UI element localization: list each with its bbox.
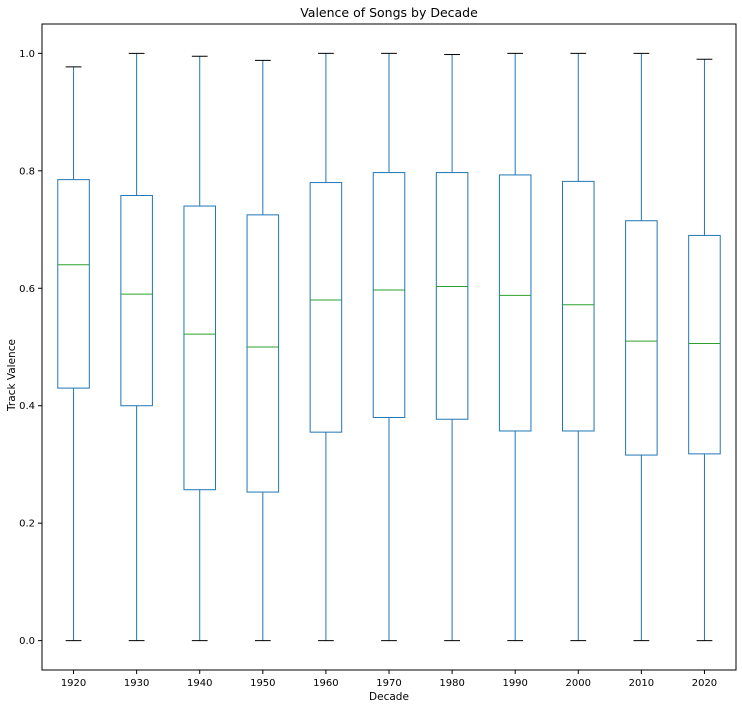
x-tick-label: 2010 bbox=[629, 678, 654, 689]
box-1970 bbox=[372, 52, 406, 642]
box-2020 bbox=[688, 58, 721, 642]
box-iqr bbox=[498, 174, 532, 432]
box-iqr bbox=[435, 172, 469, 420]
x-tick-label: 1930 bbox=[124, 678, 149, 689]
y-tick-label: 1.0 bbox=[19, 49, 35, 60]
plot-marks bbox=[57, 52, 721, 642]
box-1920 bbox=[57, 66, 90, 642]
x-tick-label: 1940 bbox=[187, 678, 212, 689]
box-iqr bbox=[625, 220, 658, 456]
box-iqr bbox=[120, 194, 153, 407]
x-tick-label: 1960 bbox=[313, 678, 338, 689]
x-axis-label: Decade bbox=[369, 691, 409, 703]
x-tick-label: 1990 bbox=[502, 678, 527, 689]
box-iqr bbox=[688, 234, 721, 455]
x-tick-label: 1970 bbox=[376, 678, 401, 689]
y-tick-label: 0.8 bbox=[19, 166, 35, 177]
box-iqr bbox=[246, 214, 280, 493]
x-tick-label: 2000 bbox=[566, 678, 591, 689]
chart-title: Valence of Songs by Decade bbox=[300, 5, 478, 20]
x-tick-label: 1920 bbox=[61, 678, 86, 689]
box-1930 bbox=[120, 52, 153, 642]
box-2000 bbox=[562, 52, 595, 642]
y-tick-label: 0.6 bbox=[19, 284, 35, 295]
box-1960 bbox=[309, 52, 343, 642]
box-1980 bbox=[435, 54, 469, 642]
x-tick-label: 1980 bbox=[439, 678, 464, 689]
y-tick-label: 0.4 bbox=[19, 401, 35, 412]
box-iqr bbox=[562, 180, 595, 432]
y-tick-label: 0.0 bbox=[19, 636, 35, 647]
box-iqr bbox=[183, 205, 216, 491]
y-tick-label: 0.2 bbox=[19, 519, 35, 530]
x-tick-label: 1950 bbox=[250, 678, 275, 689]
box-iqr bbox=[372, 172, 406, 418]
y-axis: 0.0 0.2 0.4 0.6 0.8 1.0 bbox=[19, 49, 42, 647]
box-1940 bbox=[183, 55, 216, 642]
box-1990 bbox=[498, 52, 532, 642]
box-iqr bbox=[57, 179, 90, 389]
y-axis-label: Track Valence bbox=[6, 339, 18, 412]
box-iqr bbox=[309, 182, 343, 433]
x-axis: 1920 1930 1940 1950 1960 1970 1980 1990 2000 2010… bbox=[61, 670, 717, 689]
box-2010 bbox=[625, 52, 658, 642]
box-1950 bbox=[246, 59, 280, 642]
x-tick-label: 2020 bbox=[692, 678, 717, 689]
